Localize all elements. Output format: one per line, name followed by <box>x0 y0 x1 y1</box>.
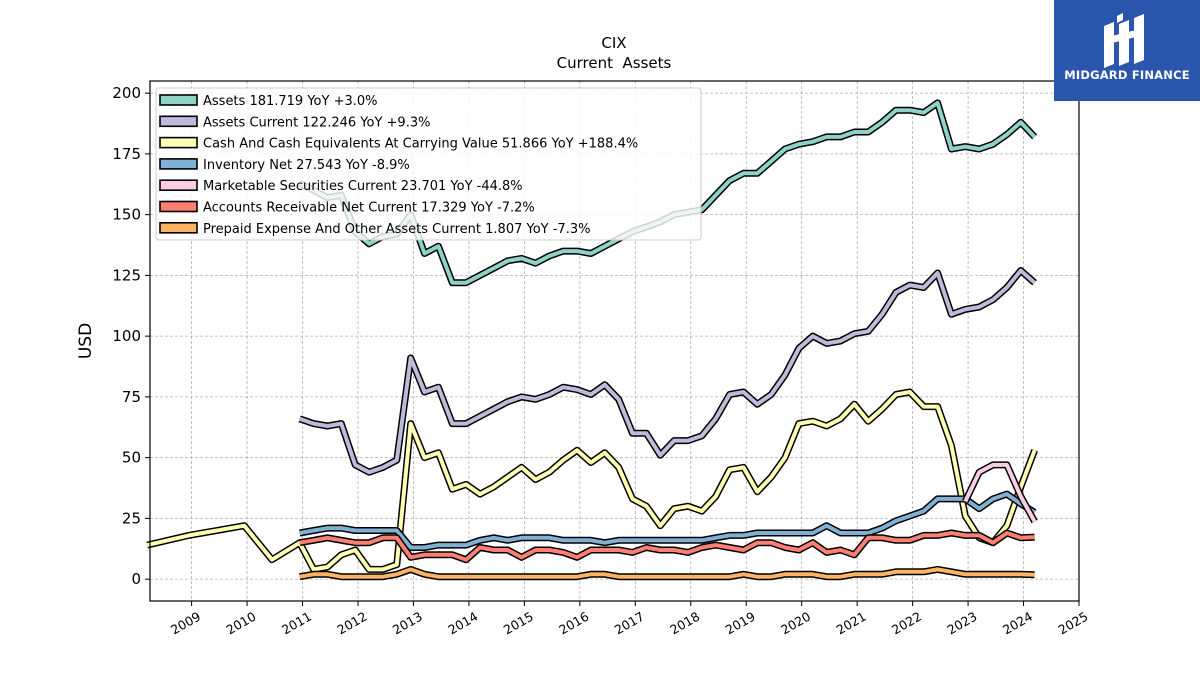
series-assets-current <box>298 267 1037 476</box>
legend-swatch <box>159 158 198 170</box>
legend-entry: Cash And Cash Equivalents At Carrying Va… <box>203 137 638 152</box>
series-line <box>299 268 1036 475</box>
series-line <box>299 567 1035 579</box>
y-tick-label: 0 <box>131 570 141 588</box>
x-tick-label: 2013 <box>390 609 425 638</box>
chart-title: CIX <box>601 34 626 52</box>
series-cash-and-cash-equivalents-at-carrying-value <box>146 388 1038 573</box>
legend-swatch <box>159 115 198 128</box>
legend-entry: Accounts Receivable Net Current 17.329 Y… <box>203 201 535 216</box>
legend-swatch <box>159 200 198 213</box>
series-accounts-receivable-net-current <box>299 529 1035 564</box>
series-line <box>963 462 1037 523</box>
x-tick-label: 2018 <box>667 609 702 638</box>
legend-entry: Marketable Securities Current 23.701 YoY… <box>203 179 523 194</box>
legend-swatch <box>159 179 198 191</box>
series-inventory-net <box>299 490 1037 551</box>
legend-entry: Inventory Net 27.543 YoY -8.9% <box>203 158 410 173</box>
x-tick-label: 2025 <box>1055 609 1090 638</box>
y-tick-label: 75 <box>122 388 141 406</box>
y-tick-label: 125 <box>112 266 141 284</box>
brand-logo: MIDGARD FINANCE <box>1054 0 1200 101</box>
logo-text: MIDGARD FINANCE <box>1064 68 1190 82</box>
y-tick-label: 50 <box>122 449 141 467</box>
legend-entry: Assets 181.719 YoY +3.0% <box>203 94 378 109</box>
legend: Assets 181.719 YoY +3.0% Assets Current 1… <box>155 87 702 241</box>
x-tick-label: 2023 <box>945 609 980 638</box>
legend-swatch <box>159 94 198 106</box>
logo-mark-icon <box>1104 13 1144 68</box>
x-tick-label: 2017 <box>612 609 647 638</box>
x-tick-label: 2009 <box>168 609 203 638</box>
legend-entry: Assets Current 122.246 YoY +9.3% <box>203 115 430 130</box>
chart-subtitle: Current Assets <box>557 54 672 72</box>
series-line <box>299 492 1036 550</box>
series-marketable-securities-current <box>962 461 1038 524</box>
legend-entry: Prepaid Expense And Other Assets Current… <box>203 222 590 237</box>
series-layer <box>146 99 1038 581</box>
y-tick-label: 150 <box>112 206 141 224</box>
x-tick-label: 2012 <box>334 609 369 638</box>
x-tick-label: 2019 <box>723 609 758 638</box>
x-tick-label: 2024 <box>1000 609 1035 638</box>
y-tick-label: 100 <box>112 327 141 345</box>
y-tick-label: 175 <box>112 145 141 163</box>
x-tick-label: 2020 <box>778 609 813 638</box>
x-tick-label: 2016 <box>556 609 591 638</box>
y-tick-label: 200 <box>112 84 141 102</box>
x-tick-label: 2010 <box>224 609 259 638</box>
legend-swatch <box>159 136 198 149</box>
x-tick-label: 2011 <box>279 609 314 638</box>
x-tick-label: 2015 <box>501 609 536 638</box>
legend-swatch <box>159 222 198 234</box>
series-prepaid-expense-and-other-assets-current <box>299 565 1035 581</box>
plot-frame <box>149 80 1080 602</box>
x-tick-label: 2021 <box>834 609 869 638</box>
series-line <box>299 531 1035 562</box>
x-tick-label: 2014 <box>445 609 480 638</box>
y-tick-label: 25 <box>122 509 141 527</box>
series-line <box>146 390 1037 572</box>
x-tick-label: 2022 <box>889 609 924 638</box>
y-axis-label: USD <box>76 323 96 359</box>
legend-box <box>155 87 702 241</box>
